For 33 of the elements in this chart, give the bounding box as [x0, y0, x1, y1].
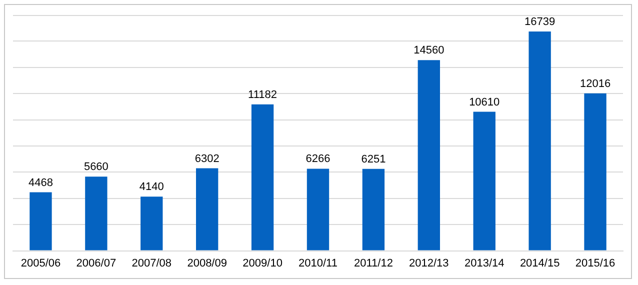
data-label: 11182: [248, 88, 278, 101]
bar: [306, 168, 330, 250]
x-tick-label: 2015/16: [575, 257, 616, 270]
data-label: 6251: [361, 153, 386, 166]
bar: [418, 60, 440, 250]
bar: [196, 168, 218, 250]
bar: [584, 93, 606, 250]
x-tick-label: 2005/06: [20, 257, 61, 270]
data-label: 10610: [469, 96, 500, 108]
x-tick-label: 2008/09: [187, 257, 227, 270]
x-tick-label: 2007/08: [132, 257, 172, 270]
x-tick-label: 2014/15: [520, 257, 560, 270]
x-tick-label: 2012/13: [409, 257, 449, 270]
bar: [140, 196, 163, 250]
bar: [85, 176, 108, 250]
data-label: 4468: [28, 176, 53, 189]
bar: [528, 32, 551, 250]
data-label: 6266: [306, 153, 330, 166]
x-tick-label: 2006/07: [76, 257, 116, 270]
bar: [251, 104, 274, 250]
x-tick-label: 2010/11: [298, 257, 338, 270]
x-tick-label: 2011/12: [354, 257, 393, 270]
data-label: 16739: [524, 16, 556, 28]
data-label: 14560: [414, 44, 444, 57]
data-label: 12016: [580, 78, 611, 90]
x-tick-label: 2013/14: [464, 257, 504, 270]
bar: [30, 192, 52, 250]
data-label: 6302: [194, 152, 220, 165]
data-label: 5660: [84, 161, 108, 174]
data-label: 4140: [139, 181, 164, 194]
x-tick-label: 2009/10: [242, 257, 282, 270]
bar: [362, 168, 385, 250]
bar: [473, 112, 496, 250]
